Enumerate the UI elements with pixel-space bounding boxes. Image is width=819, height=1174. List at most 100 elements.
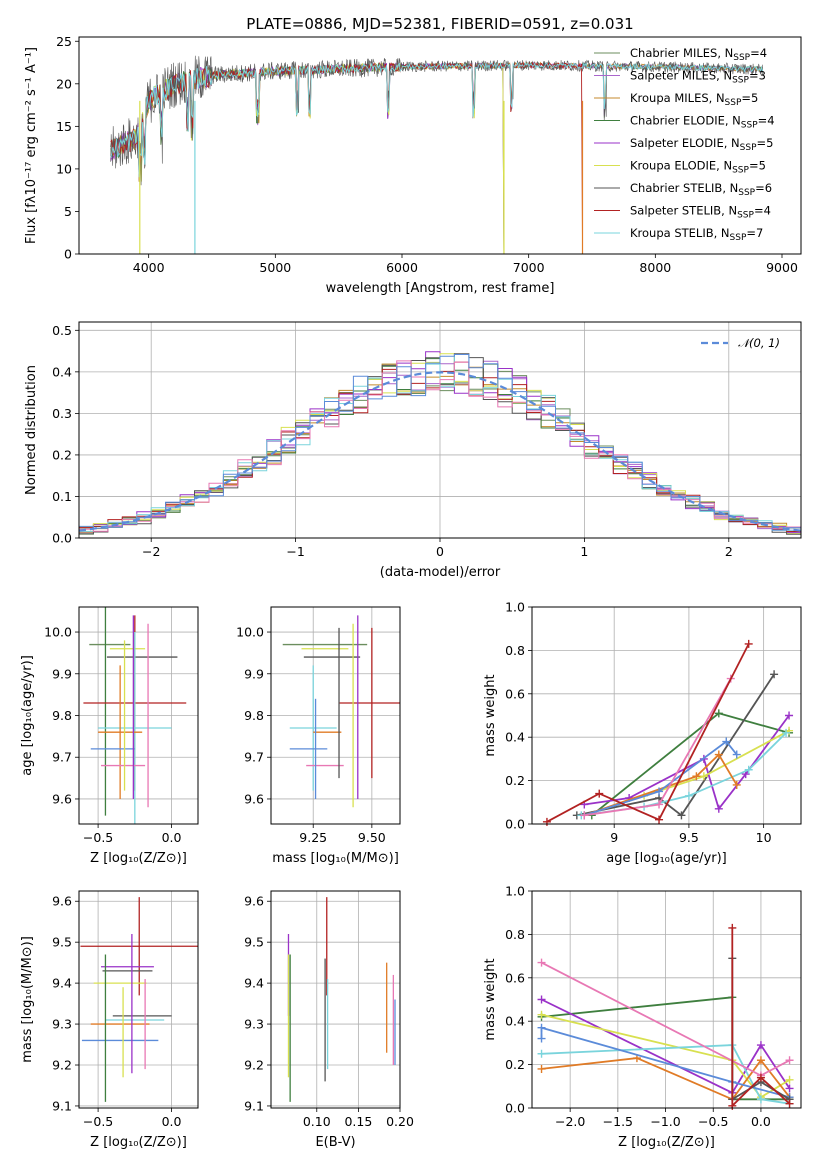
axes-frame <box>78 606 199 825</box>
x-tick-label: 0.0 <box>751 1114 771 1129</box>
legend-entry: Kroupa ELODIE, NSSP=5 <box>630 159 766 176</box>
mass-weight-line <box>546 643 750 823</box>
legend-entry-subscript: SSP <box>725 98 742 108</box>
y-tick-label: 9.8 <box>244 708 264 723</box>
x-axis-label: Z [log₁₀(Z/Z⊙)] <box>90 1135 187 1150</box>
massweight-vs-age-panel: 9 9.5 10 0.0 0.2 0.4 0.6 0.8 1.0 age [log₁₀(age/y… <box>483 600 802 866</box>
x-tick-label: −2 <box>142 544 160 559</box>
mass-weight-marker <box>756 1056 765 1065</box>
y-tick-label: 0.6 <box>505 686 525 701</box>
legend-entry: Chabrier ELODIE, NSSP=4 <box>630 114 775 131</box>
x-tick-label: 5000 <box>259 260 291 275</box>
mass-weight-marker <box>542 817 551 826</box>
legend-entry-subscript: SSP <box>738 188 755 198</box>
axes-frame <box>270 606 401 825</box>
mass-weight-marker <box>732 750 741 759</box>
legend-entry-tail: =4 <box>750 46 767 60</box>
y-tick-label: 9.3 <box>52 1017 72 1032</box>
y-tick-label: 9.9 <box>52 666 72 681</box>
mass-weight-marker <box>677 811 686 820</box>
x-tick-label: −1 <box>286 544 304 559</box>
y-tick-label: 15 <box>56 119 72 134</box>
legend-entry-subscript: SSP <box>733 53 750 63</box>
axes-frame <box>270 890 401 1109</box>
mass-weight-marker <box>722 737 731 746</box>
x-tick-label: 1 <box>580 544 588 559</box>
axes-frame <box>531 606 802 825</box>
mass-weight-marker <box>756 1073 765 1082</box>
residual-histogram-step <box>79 354 801 532</box>
spectrum-series-line <box>110 61 764 178</box>
mass-weight-marker <box>714 750 723 759</box>
y-axis-label: mass weight <box>483 958 498 1040</box>
x-tick-label: 9 <box>610 830 618 845</box>
legend-entry: Chabrier MILES, NSSP=4 <box>630 46 767 63</box>
y-tick-label: 9.6 <box>52 894 72 909</box>
legend-entry-main: Chabrier ELODIE, N <box>630 114 741 128</box>
mass-vs-ebv-panel: 0.10 0.15 0.20 9.1 9.2 9.3 9.4 9.5 9.6 E(B-V) <box>244 890 414 1150</box>
y-tick-label: 0.2 <box>505 773 525 788</box>
mass-weight-marker <box>744 765 753 774</box>
y-tick-label: 0.2 <box>505 1057 525 1072</box>
y-tick-label: 25 <box>56 34 72 49</box>
legend-entry: Kroupa MILES, NSSP=5 <box>630 91 758 108</box>
axes-frame <box>78 890 199 1109</box>
y-tick-label: 0.6 <box>505 970 525 985</box>
mass-weight-line <box>584 714 790 811</box>
legend-entry-main: Kroupa STELIB, N <box>630 226 730 240</box>
mass-weight-marker <box>756 1095 765 1104</box>
legend-entry-main: Kroupa ELODIE, N <box>630 159 732 173</box>
residuals-panel: −2 −1 0 1 2 0.0 0.1 0.2 0.3 0.4 0.5 (data-model)/er… <box>24 321 802 580</box>
mass-weight-marker <box>714 804 723 813</box>
y-tick-label: 1.0 <box>505 884 525 899</box>
legend-entry: Salpeter STELIB, NSSP=4 <box>630 204 771 221</box>
massweight-vs-metallicity-panel: −2.0 −1.5 −1.0 −0.5 0.0 0.0 0.2 0.4 0.6 0.8 1.0 Z [… <box>483 884 802 1150</box>
y-tick-label: 9.2 <box>244 1058 264 1073</box>
legend-entry-tail: =4 <box>754 204 771 218</box>
mass-weight-marker <box>537 1023 546 1032</box>
y-tick-label: 0.0 <box>505 1101 525 1116</box>
x-tick-label: −0.5 <box>83 830 113 845</box>
y-tick-label: 9.3 <box>244 1017 264 1032</box>
normal-reference-curve <box>78 371 802 532</box>
y-tick-label: 0.8 <box>505 643 525 658</box>
legend-entry-main: Salpeter STELIB, N <box>630 204 737 218</box>
y-tick-label: 9.6 <box>52 791 72 806</box>
mass-weight-marker <box>732 780 741 789</box>
y-tick-label: 0.4 <box>505 730 525 745</box>
x-tick-label: 0.10 <box>303 1114 331 1129</box>
mass-weight-marker <box>782 728 791 737</box>
mass-weight-marker <box>785 1056 794 1065</box>
mass-weight-marker <box>714 709 723 718</box>
y-tick-label: 9.6 <box>244 894 264 909</box>
y-tick-label: 0.1 <box>52 489 72 504</box>
mass-weight-marker <box>580 811 589 820</box>
legend-entry: Salpeter ELODIE, NSSP=5 <box>630 136 773 153</box>
axes-frame <box>78 321 802 539</box>
mass-weight-line <box>584 729 790 817</box>
y-tick-label: 10.0 <box>236 625 264 640</box>
x-tick-label: 2 <box>725 544 733 559</box>
mass-vs-metallicity-panel: −0.5 0.0 9.1 9.2 9.3 9.4 9.5 9.6 Z [log₁₀(Z/Z⊙)]… <box>20 890 199 1150</box>
legend-entry: Kroupa STELIB, NSSP=7 <box>630 226 763 243</box>
y-tick-label: 9.7 <box>52 750 72 765</box>
legend-entry-subscript: SSP <box>730 233 747 243</box>
legend-entry-main: Salpeter MILES, N <box>630 69 732 83</box>
age-vs-mass-panel: 9.25 9.50 9.6 9.7 9.8 9.9 10.0 mass [log₁₀(M/M⊙… <box>236 606 401 866</box>
mass-weight-marker <box>770 670 779 679</box>
legend-entry-main: Salpeter ELODIE, N <box>630 136 740 150</box>
legend-entry-tail: =5 <box>757 136 774 150</box>
x-tick-label: 9000 <box>766 260 798 275</box>
legend-entry: Chabrier STELIB, NSSP=6 <box>630 181 772 198</box>
x-axis-label: mass [log₁₀(M/M⊙)] <box>272 851 399 866</box>
x-tick-label: −0.5 <box>698 1114 728 1129</box>
y-axis-label: Normed distribution <box>24 365 39 495</box>
y-tick-label: 1.0 <box>505 600 525 615</box>
mass-weight-marker <box>537 995 546 1004</box>
y-tick-label: 9.1 <box>244 1098 264 1113</box>
y-tick-label: 20 <box>56 76 72 91</box>
mass-weight-marker <box>785 1075 794 1084</box>
y-tick-label: 9.6 <box>244 791 264 806</box>
y-tick-label: 9.4 <box>52 976 72 991</box>
mass-weight-line <box>576 673 775 817</box>
